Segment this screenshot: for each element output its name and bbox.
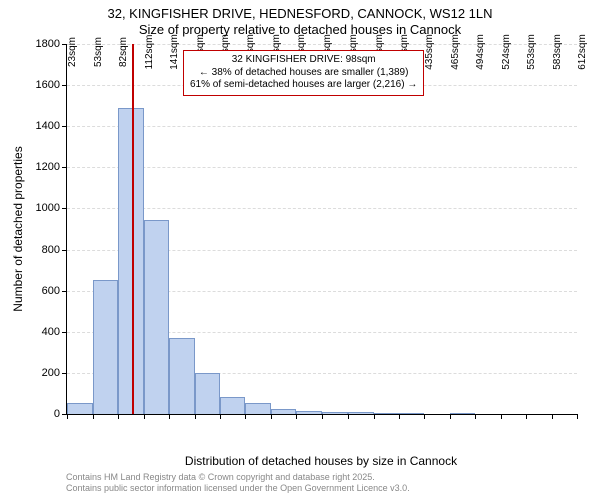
y-tick-mark: [62, 332, 67, 333]
x-tick-label: 494sqm: [475, 34, 486, 70]
x-tick-mark: [424, 414, 425, 419]
x-tick-label: 465sqm: [450, 34, 461, 70]
x-tick-mark: [526, 414, 527, 419]
x-tick-mark: [93, 414, 94, 419]
annotation-line-2: ← 38% of detached houses are smaller (1,…: [190, 67, 417, 80]
x-tick-label: 53sqm: [93, 37, 104, 67]
x-axis-label: Distribution of detached houses by size …: [66, 454, 576, 468]
x-tick-label: 23sqm: [67, 37, 78, 67]
histogram-bar: [169, 338, 195, 414]
x-tick-mark: [169, 414, 170, 419]
x-tick-mark: [144, 414, 145, 419]
x-tick-mark: [195, 414, 196, 419]
y-tick-label: 1600: [20, 79, 60, 91]
y-tick-label: 1400: [20, 120, 60, 132]
x-tick-label: 612sqm: [577, 34, 588, 70]
x-tick-label: 435sqm: [424, 34, 435, 70]
histogram-bar: [348, 412, 374, 414]
histogram-bar: [93, 280, 118, 414]
y-tick-label: 0: [20, 408, 60, 420]
y-tick-mark: [62, 291, 67, 292]
x-tick-mark: [245, 414, 246, 419]
x-tick-mark: [118, 414, 119, 419]
attribution: Contains HM Land Registry data © Crown c…: [66, 472, 410, 495]
x-tick-label: 82sqm: [118, 37, 129, 67]
x-tick-mark: [450, 414, 451, 419]
y-tick-label: 400: [20, 326, 60, 338]
y-tick-label: 1200: [20, 161, 60, 173]
y-tick-mark: [62, 208, 67, 209]
y-tick-label: 1800: [20, 38, 60, 50]
y-tick-mark: [62, 373, 67, 374]
histogram-bar: [296, 411, 322, 414]
histogram-bar: [399, 413, 424, 414]
x-tick-mark: [552, 414, 553, 419]
chart-title-line1: 32, KINGFISHER DRIVE, HEDNESFORD, CANNOC…: [0, 6, 600, 21]
y-tick-label: 200: [20, 367, 60, 379]
histogram-bar: [195, 373, 220, 414]
histogram-bar: [450, 413, 475, 414]
x-tick-mark: [374, 414, 375, 419]
y-tick-mark: [62, 126, 67, 127]
histogram-bar: [245, 403, 271, 414]
histogram-bar: [67, 403, 93, 414]
x-tick-mark: [501, 414, 502, 419]
x-tick-mark: [399, 414, 400, 419]
y-tick-label: 600: [20, 285, 60, 297]
x-tick-label: 141sqm: [169, 34, 180, 70]
plot-area: 23sqm53sqm82sqm112sqm141sqm171sqm200sqm2…: [66, 44, 577, 415]
x-tick-mark: [67, 414, 68, 419]
x-tick-label: 583sqm: [552, 34, 563, 70]
property-marker-line: [132, 44, 134, 414]
x-tick-mark: [296, 414, 297, 419]
y-tick-label: 800: [20, 244, 60, 256]
annotation-line-3: 61% of semi-detached houses are larger (…: [190, 79, 417, 92]
chart-container: 32, KINGFISHER DRIVE, HEDNESFORD, CANNOC…: [0, 0, 600, 500]
x-tick-mark: [220, 414, 221, 419]
x-tick-mark: [271, 414, 272, 419]
y-tick-label: 1000: [20, 202, 60, 214]
x-tick-mark: [475, 414, 476, 419]
x-tick-label: 524sqm: [501, 34, 512, 70]
annotation-box: 32 KINGFISHER DRIVE: 98sqm← 38% of detac…: [183, 50, 424, 96]
histogram-bar: [144, 220, 169, 414]
x-tick-label: 112sqm: [144, 35, 155, 70]
x-tick-mark: [577, 414, 578, 419]
y-tick-mark: [62, 250, 67, 251]
histogram-bar: [322, 412, 347, 414]
attribution-line-1: Contains HM Land Registry data © Crown c…: [66, 472, 410, 483]
histogram-bar: [374, 413, 399, 414]
x-tick-label: 553sqm: [526, 34, 537, 70]
annotation-line-1: 32 KINGFISHER DRIVE: 98sqm: [190, 54, 417, 67]
attribution-line-2: Contains public sector information licen…: [66, 483, 410, 494]
y-tick-mark: [62, 85, 67, 86]
histogram-bar: [220, 397, 245, 414]
y-tick-mark: [62, 167, 67, 168]
x-tick-mark: [322, 414, 323, 419]
x-tick-mark: [348, 414, 349, 419]
histogram-bar: [271, 409, 296, 414]
